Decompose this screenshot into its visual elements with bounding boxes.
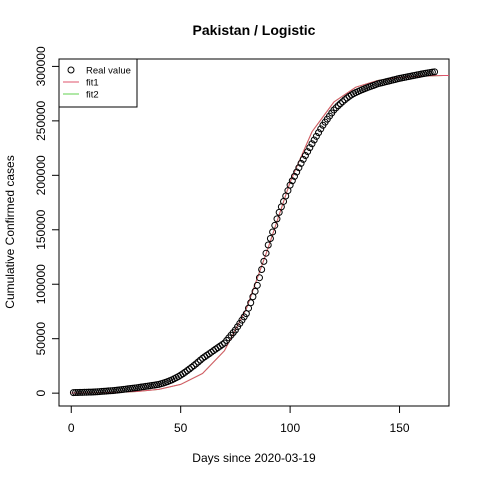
data-point xyxy=(297,159,305,167)
legend-label: fit2 xyxy=(86,90,99,101)
data-point xyxy=(89,388,97,396)
data-point xyxy=(78,388,86,396)
data-point xyxy=(83,388,91,396)
y-tick-label: 200000 xyxy=(34,155,48,195)
data-point xyxy=(192,360,200,368)
data-point xyxy=(196,356,204,364)
data-point xyxy=(91,388,99,396)
legend-box xyxy=(58,58,138,108)
y-tick-label: 100000 xyxy=(34,264,48,304)
x-tick-label: 150 xyxy=(390,421,410,435)
data-point xyxy=(87,388,95,396)
data-point xyxy=(181,368,189,376)
data-point xyxy=(304,148,312,156)
data-point xyxy=(286,181,294,189)
data-point xyxy=(104,387,112,395)
legend-label: Real value xyxy=(86,66,131,77)
data-point xyxy=(260,257,268,265)
legend-label: fit1 xyxy=(86,78,99,89)
data-point xyxy=(251,287,259,295)
data-point xyxy=(85,388,93,396)
data-point xyxy=(76,388,84,396)
data-point xyxy=(96,388,104,396)
data-point xyxy=(288,177,296,185)
data-point xyxy=(94,388,102,396)
data-point xyxy=(310,136,318,144)
data-point xyxy=(339,98,347,106)
data-point xyxy=(258,266,266,274)
data-point xyxy=(74,388,82,396)
x-tick-label: 100 xyxy=(280,421,300,435)
data-point xyxy=(109,387,117,395)
data-point xyxy=(80,388,88,396)
data-point xyxy=(266,234,274,242)
data-point xyxy=(306,144,314,152)
data-point xyxy=(295,164,303,172)
data-point xyxy=(269,228,277,236)
y-tick-label: 250000 xyxy=(34,101,48,141)
y-tick-label: 150000 xyxy=(34,209,48,249)
data-point xyxy=(255,274,263,282)
data-point xyxy=(336,100,344,108)
data-point xyxy=(273,215,281,223)
data-point xyxy=(190,362,198,370)
y-axis-label: Cumulative Confirmed cases xyxy=(3,155,17,308)
plot-frame xyxy=(58,58,450,407)
data-point xyxy=(98,387,106,395)
data-point xyxy=(431,68,439,76)
x-axis-label: Days since 2020-03-19 xyxy=(192,451,316,465)
data-point xyxy=(264,241,272,249)
data-point xyxy=(185,365,193,373)
data-point xyxy=(194,358,202,366)
data-point xyxy=(293,168,301,176)
data-point xyxy=(332,104,340,112)
data-point xyxy=(188,363,196,371)
data-point xyxy=(247,299,255,307)
data-point xyxy=(334,102,342,110)
data-point xyxy=(317,125,325,133)
data-point xyxy=(341,96,349,104)
x-tick-label: 50 xyxy=(174,421,188,435)
y-tick-label: 0 xyxy=(34,389,48,396)
data-point xyxy=(100,387,108,395)
data-point xyxy=(308,140,316,148)
data-point xyxy=(72,389,80,397)
y-tick-label: 300000 xyxy=(34,46,48,86)
data-point xyxy=(271,221,279,229)
data-point xyxy=(69,389,77,397)
data-point xyxy=(315,129,323,137)
data-point xyxy=(107,387,115,395)
data-point xyxy=(301,151,309,159)
data-point xyxy=(312,132,320,140)
data-point xyxy=(262,249,270,257)
data-point xyxy=(102,387,110,395)
data-point xyxy=(183,367,191,375)
data-point xyxy=(253,281,261,289)
legend-symbol xyxy=(67,66,75,74)
data-point xyxy=(330,106,338,114)
x-tick-label: 0 xyxy=(68,421,75,435)
data-point xyxy=(299,155,307,163)
data-point xyxy=(290,172,298,180)
y-tick-label: 50000 xyxy=(34,322,48,356)
chart-title: Pakistan / Logistic xyxy=(193,22,316,38)
